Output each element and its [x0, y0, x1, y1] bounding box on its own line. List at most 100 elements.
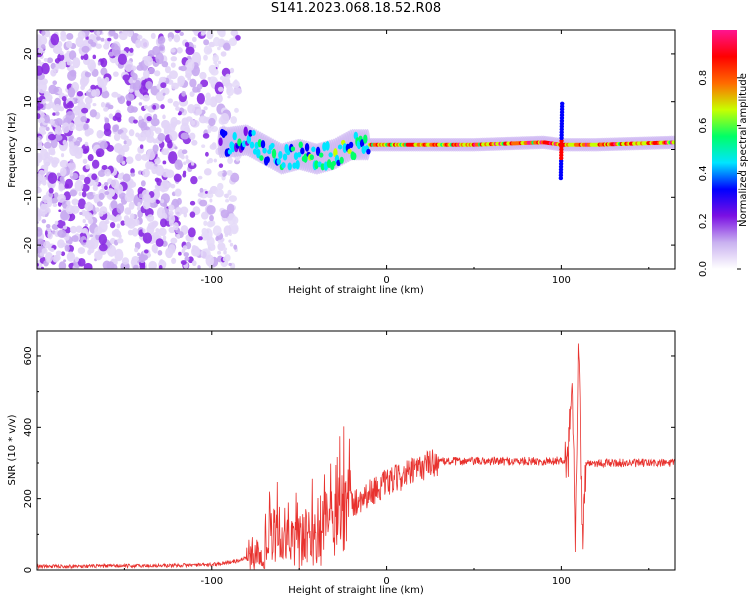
noise-blob	[57, 229, 67, 238]
noise-blob	[209, 214, 214, 222]
noise-blob	[71, 198, 79, 206]
noise-blob	[85, 102, 91, 110]
noise-blob	[171, 82, 180, 90]
signal-spike	[558, 170, 564, 175]
noise-blob	[104, 185, 108, 191]
noise-blob	[45, 103, 52, 110]
signal-spike	[559, 156, 564, 161]
noise-blob	[168, 36, 173, 42]
noise-blob	[138, 62, 143, 66]
signal-cell	[311, 146, 316, 153]
noise-blob	[126, 30, 134, 38]
noise-blob	[199, 71, 207, 80]
noise-blob	[123, 140, 128, 145]
signal-spike	[558, 173, 564, 178]
noise-blob	[66, 59, 73, 66]
signal-spike	[559, 107, 565, 112]
signal-cell	[366, 148, 371, 155]
noise-blob	[174, 30, 181, 34]
noise-blob	[162, 235, 167, 241]
noise-blob	[120, 220, 126, 226]
noise-blob	[49, 149, 56, 156]
noise-blob	[68, 141, 75, 149]
noise-blob	[173, 173, 182, 183]
noise-blob	[141, 254, 149, 261]
noise-blob	[68, 100, 73, 107]
noise-blob	[129, 213, 135, 220]
signal-cell	[237, 138, 242, 147]
noise-blob	[174, 146, 178, 150]
noise-blob	[145, 80, 153, 90]
noise-blob	[154, 70, 161, 77]
noise-blob	[100, 101, 106, 108]
noise-blob	[232, 80, 240, 89]
noise-blob	[37, 106, 41, 111]
noise-blob	[43, 91, 51, 97]
noise-blob	[99, 141, 108, 150]
signal-cell	[265, 156, 270, 164]
signal-cell	[267, 149, 272, 155]
noise-blob	[168, 151, 178, 164]
noise-blob	[45, 162, 50, 167]
noise-blob	[81, 209, 87, 217]
noise-blob	[195, 108, 203, 115]
noise-blob	[126, 99, 132, 107]
noise-blob	[152, 144, 159, 153]
noise-blob	[205, 151, 209, 157]
signal-cell	[262, 147, 267, 154]
noise-blob	[75, 123, 84, 132]
noise-blob	[85, 164, 91, 170]
noise-blob	[132, 72, 138, 81]
noise-blob	[54, 87, 59, 93]
noise-blob	[83, 53, 89, 61]
signal-cell	[249, 141, 255, 149]
signal-cell	[285, 148, 291, 156]
noise-blob	[185, 46, 195, 56]
noise-blob	[44, 251, 53, 263]
noise-blob	[125, 93, 135, 102]
noise-blob	[176, 197, 182, 205]
noise-blob	[69, 159, 74, 164]
noise-blob	[206, 30, 214, 40]
snr-ytick-label: 200	[23, 489, 34, 508]
noise-blob	[183, 212, 188, 218]
noise-blob	[164, 65, 171, 74]
spectrogram-xlabel: Height of straight line (km)	[288, 285, 424, 296]
noise-blob	[202, 133, 210, 139]
noise-blob	[190, 119, 196, 126]
noise-blob	[73, 140, 81, 147]
colorbar-tick-label: 0.4	[698, 165, 709, 181]
noise-blob	[204, 98, 212, 106]
noise-blob	[161, 60, 169, 68]
noise-blob	[94, 226, 103, 236]
noise-blob	[98, 192, 105, 200]
spectrogram-ytick-label: 10	[23, 95, 34, 108]
noise-blob	[87, 154, 94, 162]
noise-blob	[140, 121, 148, 132]
snr-ytick-label: 400	[23, 418, 34, 437]
noise-blob	[140, 180, 146, 187]
noise-blob	[101, 90, 110, 99]
noise-blob	[104, 191, 110, 196]
noise-blob	[77, 257, 86, 267]
noise-blob	[160, 179, 170, 192]
noise-blob	[55, 103, 60, 109]
noise-blob	[95, 148, 105, 158]
noise-blob	[213, 61, 218, 65]
noise-blob	[55, 111, 60, 116]
noise-blob	[201, 144, 206, 149]
noise-blob	[114, 183, 124, 195]
noise-blob	[143, 69, 150, 79]
noise-blob	[62, 139, 67, 146]
noise-blob	[227, 95, 231, 99]
noise-blob	[67, 161, 77, 172]
noise-blob	[209, 143, 217, 150]
noise-blob	[222, 256, 227, 262]
noise-blob	[152, 138, 158, 144]
noise-blob	[100, 67, 108, 76]
noise-blob	[69, 225, 78, 234]
snr-xtick-label: -100	[200, 576, 223, 587]
spectrogram-heatmap	[37, 30, 675, 269]
noise-blob	[81, 228, 87, 234]
